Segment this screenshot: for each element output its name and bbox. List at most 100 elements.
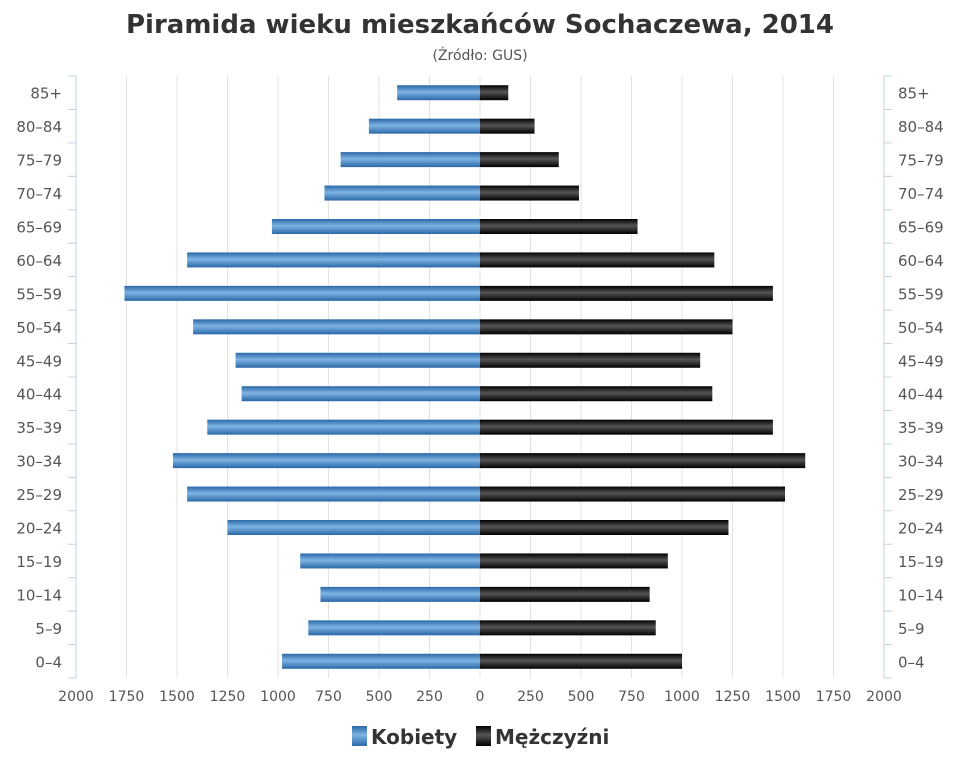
- legend-label: Mężczyźni: [495, 725, 609, 749]
- category-label-right: 40–44: [898, 386, 944, 404]
- category-label-left: 20–24: [16, 520, 62, 538]
- category-label-right: 5–9: [898, 620, 925, 638]
- x-tick-label: 1000: [664, 689, 700, 705]
- bar-kobiety-14[interactable]: [324, 185, 480, 201]
- x-tick-label: 750: [315, 689, 342, 705]
- bar-mezczyzni-13[interactable]: [480, 219, 638, 234]
- bar-kobiety-10[interactable]: [193, 319, 480, 335]
- category-label-left: 60–64: [16, 252, 62, 270]
- bar-kobiety-6[interactable]: [172, 453, 480, 469]
- x-tick-label: 1500: [765, 689, 801, 705]
- category-label-left: 30–34: [16, 453, 62, 471]
- x-tick-label: 500: [366, 689, 393, 705]
- legend-item-kobiety[interactable]: Kobiety: [352, 725, 457, 749]
- bar-mezczyzni-16[interactable]: [480, 118, 535, 134]
- bar-mezczyzni-14[interactable]: [480, 185, 579, 201]
- axes: [68, 75, 892, 679]
- x-tick-label: 2000: [58, 689, 94, 705]
- bar-kobiety-3[interactable]: [300, 553, 480, 569]
- bar-kobiety-12[interactable]: [187, 252, 480, 268]
- category-label-left: 85+: [30, 85, 62, 103]
- legend-swatch: [476, 726, 491, 746]
- bar-mezczyzni-10[interactable]: [480, 319, 733, 335]
- legend-label: Kobiety: [371, 725, 457, 749]
- bar-mezczyzni-8[interactable]: [480, 386, 713, 402]
- category-label-right: 50–54: [898, 319, 944, 337]
- bar-mezczyzni-7[interactable]: [480, 419, 773, 435]
- bar-mezczyzni-1[interactable]: [480, 620, 656, 636]
- category-label-left: 65–69: [16, 219, 62, 237]
- x-tick-label: 250: [416, 689, 443, 705]
- category-label-left: 55–59: [16, 285, 62, 303]
- bar-mezczyzni-2[interactable]: [480, 586, 650, 602]
- bar-kobiety-0[interactable]: [282, 653, 480, 669]
- bar-mezczyzni-5[interactable]: [480, 486, 786, 502]
- category-label-right: 55–59: [898, 285, 944, 303]
- legend[interactable]: Kobiety Mężczyźni: [352, 725, 609, 749]
- bar-kobiety-2[interactable]: [320, 586, 480, 602]
- legend-item-mezczyzni[interactable]: Mężczyźni: [476, 725, 609, 749]
- bar-kobiety-11[interactable]: [124, 285, 480, 301]
- bar-kobiety-5[interactable]: [187, 486, 480, 502]
- grid-lines: [126, 76, 834, 678]
- bar-mezczyzni-3[interactable]: [480, 553, 668, 569]
- bar-kobiety-8[interactable]: [241, 386, 480, 402]
- category-label-left: 15–19: [16, 553, 62, 571]
- bar-kobiety-1[interactable]: [308, 620, 480, 636]
- x-tick-label: 500: [568, 689, 595, 705]
- x-tick-label: 1250: [715, 689, 751, 705]
- chart-title: Piramida wieku mieszkańców Sochaczewa, 2…: [126, 10, 834, 40]
- category-label-right: 80–84: [898, 118, 944, 136]
- bar-mezczyzni-4[interactable]: [480, 520, 729, 535]
- bar-kobiety-4[interactable]: [227, 520, 481, 535]
- x-tick-label: 1000: [260, 689, 296, 705]
- x-tick-label: 750: [618, 689, 645, 705]
- category-label-right: 45–49: [898, 352, 944, 370]
- category-label-right: 60–64: [898, 252, 944, 270]
- bar-kobiety-17[interactable]: [397, 85, 480, 101]
- bar-mezczyzni-6[interactable]: [480, 453, 806, 469]
- bar-mezczyzni-15[interactable]: [480, 152, 559, 168]
- category-label-left: 0–4: [35, 653, 62, 671]
- bars: [124, 85, 806, 669]
- x-tick-label: 2000: [866, 689, 902, 705]
- x-tick-label: 1750: [109, 689, 145, 705]
- category-label-right: 65–69: [898, 219, 944, 237]
- category-label-right: 70–74: [898, 185, 944, 203]
- category-label-right: 85+: [898, 85, 930, 103]
- category-label-left: 70–74: [16, 185, 62, 203]
- category-label-right: 20–24: [898, 520, 944, 538]
- category-label-right: 35–39: [898, 419, 944, 437]
- x-tick-label: 1250: [210, 689, 246, 705]
- category-label-left: 10–14: [16, 586, 62, 604]
- bar-kobiety-15[interactable]: [340, 152, 480, 168]
- category-labels: 0–4 0–4 5–9 5–9 10–14 10–14 15–19 15–19 20–24 20–…: [16, 85, 943, 672]
- category-label-left: 5–9: [35, 620, 62, 638]
- bar-mezczyzni-12[interactable]: [480, 252, 715, 268]
- bar-kobiety-16[interactable]: [368, 118, 480, 134]
- category-label-right: 10–14: [898, 586, 944, 604]
- category-label-right: 15–19: [898, 553, 944, 571]
- category-label-right: 75–79: [898, 152, 944, 170]
- category-label-left: 80–84: [16, 118, 62, 136]
- x-tick-label: 250: [517, 689, 544, 705]
- bar-mezczyzni-0[interactable]: [480, 653, 682, 669]
- x-tick-label: 0: [476, 689, 485, 705]
- bar-mezczyzni-11[interactable]: [480, 285, 773, 301]
- bar-kobiety-9[interactable]: [235, 352, 480, 368]
- x-tick-labels: 2000 1750 1500 1250 1000 750 500 250 0 250 500 750 1…: [58, 689, 902, 705]
- bar-kobiety-7[interactable]: [207, 419, 481, 435]
- category-label-left: 35–39: [16, 419, 62, 437]
- bar-mezczyzni-17[interactable]: [480, 85, 509, 101]
- x-tick-label: 1500: [159, 689, 195, 705]
- category-label-left: 40–44: [16, 386, 62, 404]
- bar-mezczyzni-9[interactable]: [480, 352, 701, 368]
- category-label-left: 75–79: [16, 152, 62, 170]
- category-label-left: 45–49: [16, 352, 62, 370]
- category-label-right: 0–4: [898, 653, 925, 671]
- legend-swatch: [352, 726, 367, 746]
- bar-kobiety-13[interactable]: [271, 219, 480, 234]
- category-label-left: 50–54: [16, 319, 62, 337]
